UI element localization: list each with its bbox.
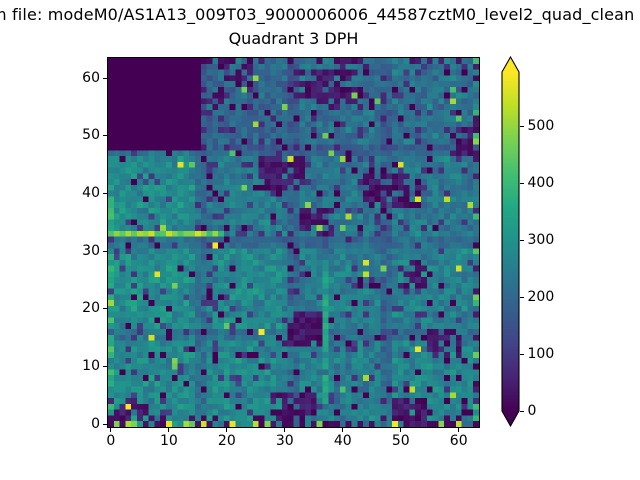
x-tick-mark	[110, 428, 112, 432]
y-tick-mark	[103, 135, 107, 137]
x-tick-label: 60	[449, 433, 468, 449]
y-tick-mark	[103, 365, 107, 367]
x-tick-label: 20	[217, 433, 236, 449]
colorbar-tick-mark	[519, 239, 524, 241]
colorbar-tick-mark	[519, 296, 524, 298]
x-tick-label: 40	[333, 433, 352, 449]
y-tick-mark	[103, 308, 107, 310]
x-tick-mark	[400, 428, 402, 432]
heatmap-image	[108, 58, 479, 427]
y-tick-label: 30	[82, 242, 100, 259]
colorbar-tick-label: 0	[527, 402, 537, 419]
y-tick-label: 10	[82, 357, 100, 374]
y-tick-label: 50	[82, 127, 100, 144]
x-tick-label: 0	[106, 433, 116, 449]
x-tick-label: 10	[159, 433, 178, 449]
y-tick-mark	[103, 423, 107, 425]
x-tick-mark	[168, 428, 170, 432]
y-tick-mark	[103, 250, 107, 252]
heatmap-plot-area	[107, 57, 480, 428]
plot-title: Quadrant 3 DPH	[228, 29, 359, 48]
y-tick-mark	[103, 192, 107, 194]
figure-suptitle: m file: modeM0/AS1A13_009T03_9000006006_…	[0, 5, 635, 24]
x-tick-label: 50	[391, 433, 410, 449]
colorbar-tick-mark	[519, 353, 524, 355]
x-tick-mark	[458, 428, 460, 432]
colorbar-tick-label: 200	[527, 288, 555, 305]
colorbar-tick-label: 500	[527, 118, 555, 135]
colorbar-tick-label: 100	[527, 345, 555, 362]
colorbar-tick-mark	[519, 126, 524, 128]
x-tick-mark	[342, 428, 344, 432]
colorbar-tick-label: 400	[527, 174, 555, 191]
colorbar-tick-mark	[519, 410, 524, 412]
y-tick-label: 60	[82, 69, 100, 86]
y-tick-label: 20	[82, 300, 100, 317]
y-tick-label: 0	[91, 415, 100, 432]
colorbar-tick-mark	[519, 182, 524, 184]
y-tick-label: 40	[82, 184, 100, 201]
x-tick-mark	[226, 428, 228, 432]
x-tick-mark	[284, 428, 286, 432]
y-tick-mark	[103, 77, 107, 79]
colorbar-tick-label: 300	[527, 231, 555, 248]
colorbar-gradient	[501, 55, 520, 428]
x-tick-label: 30	[275, 433, 294, 449]
